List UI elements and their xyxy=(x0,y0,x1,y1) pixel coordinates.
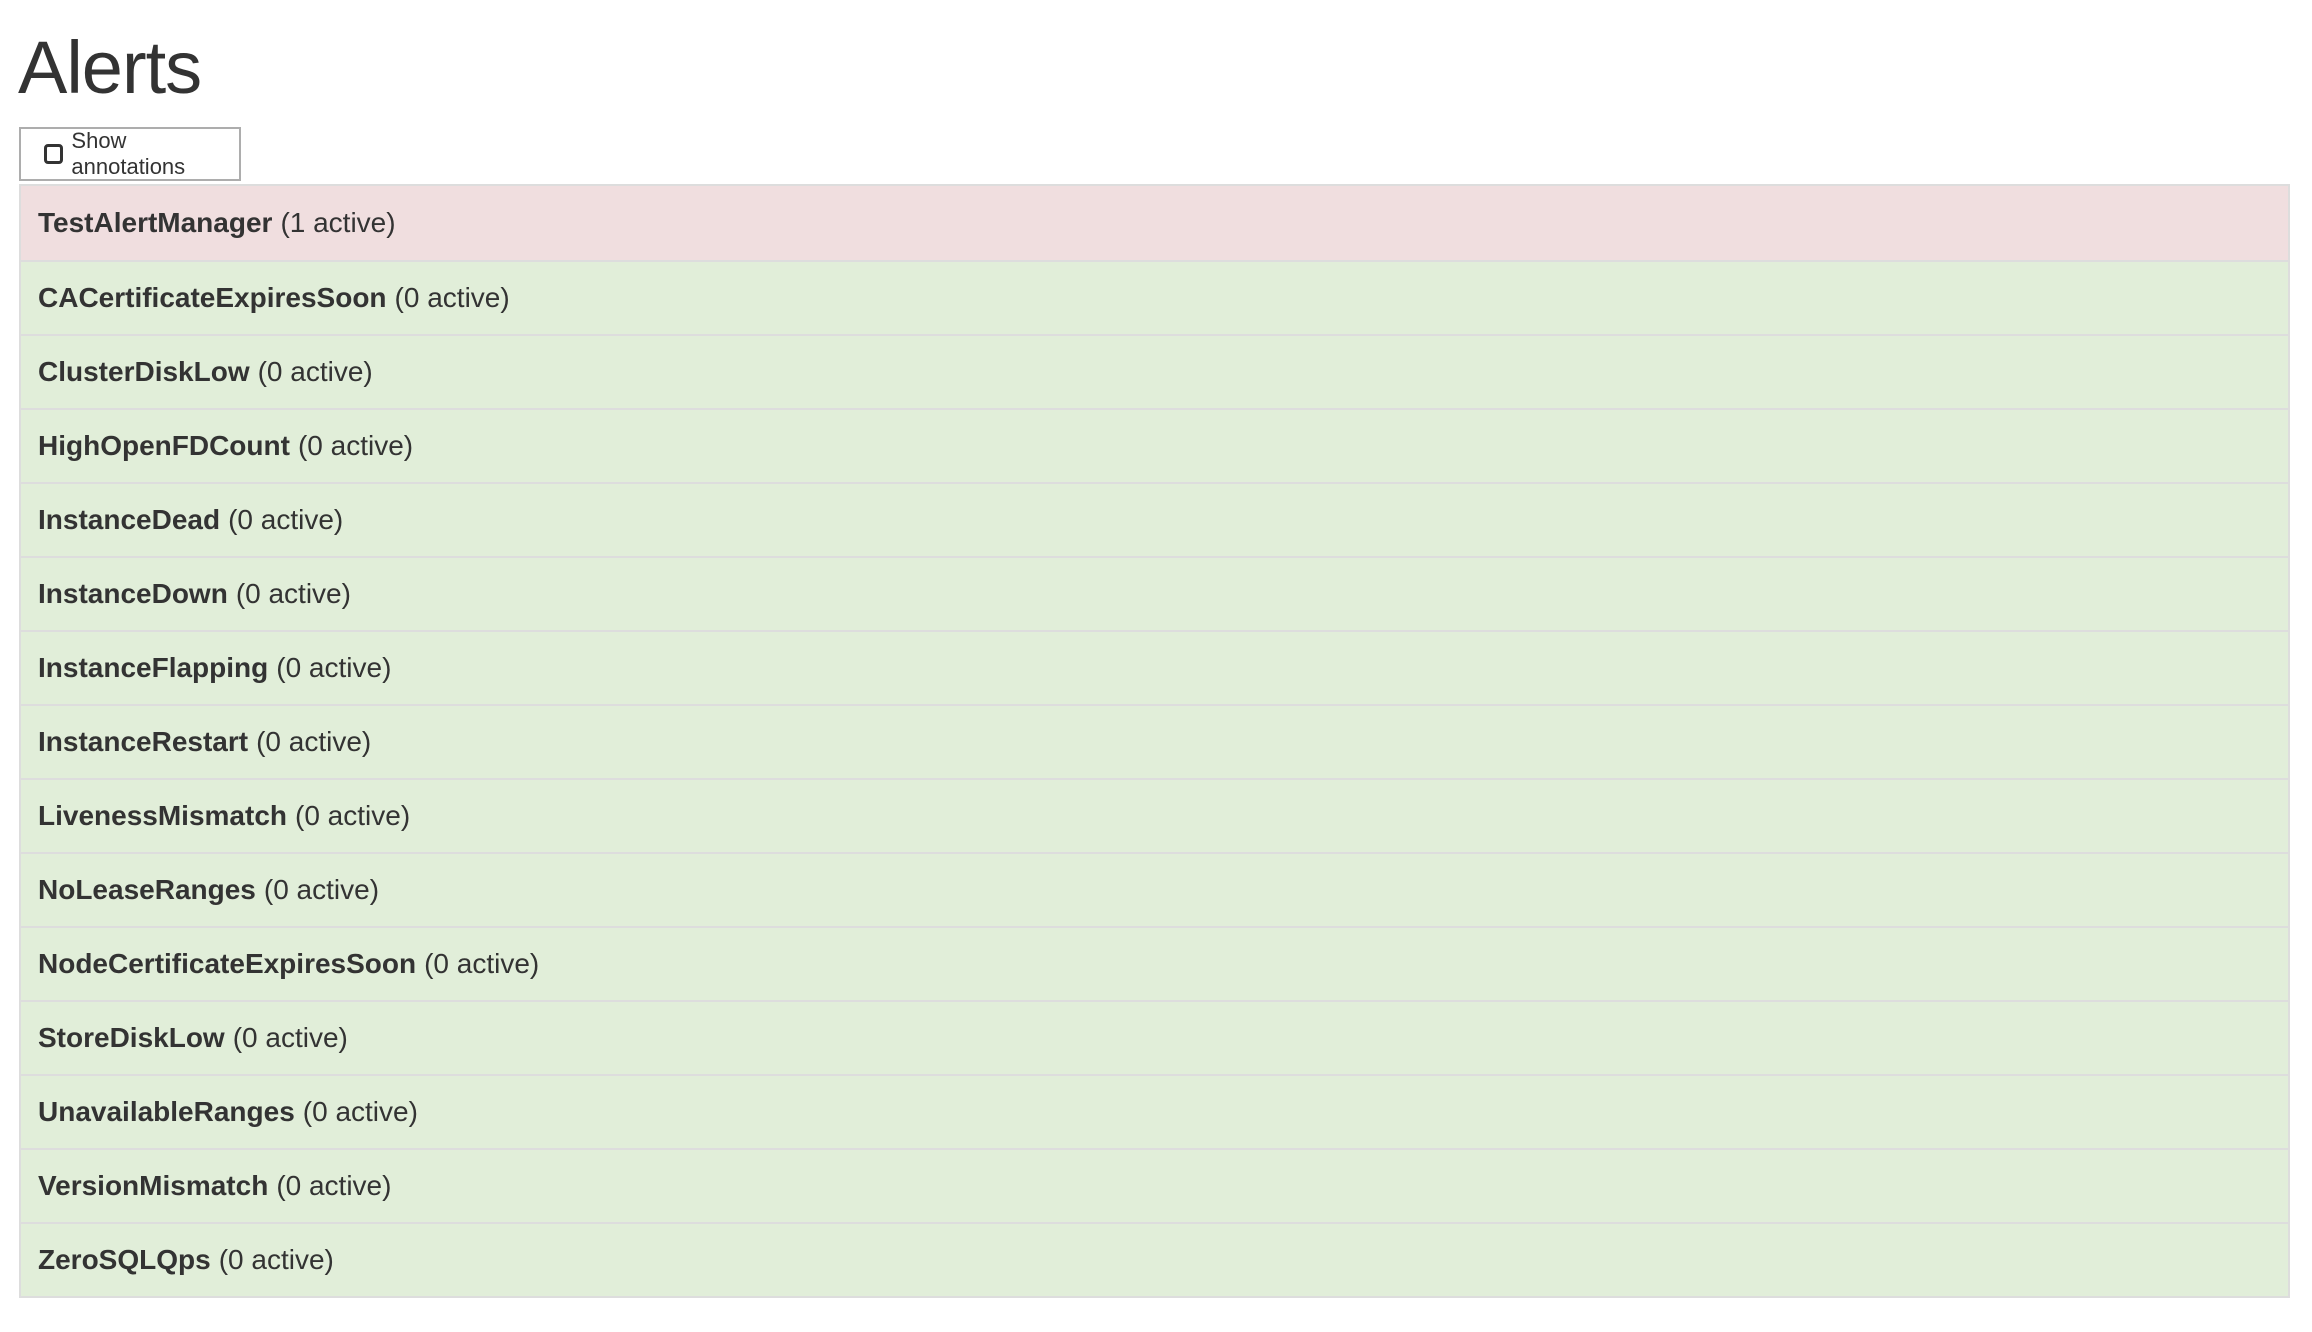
alert-active-count: (0 active) xyxy=(256,726,372,757)
alert-list: TestAlertManager (1 active) CACertificateE… xyxy=(19,184,2290,1298)
alert-name: InstanceRestart xyxy=(38,726,249,757)
alert-active-count: (0 active) xyxy=(295,800,411,831)
show-annotations-label: Show annotations xyxy=(71,128,186,179)
alert-active-count: (0 active) xyxy=(276,1170,392,1201)
alert-name: NodeCertificateExpiresSoon xyxy=(38,948,417,979)
alert-name: CACertificateExpiresSoon xyxy=(38,282,387,313)
alert-row[interactable]: InstanceDead (0 active) xyxy=(21,482,2288,556)
alert-name: InstanceFlapping xyxy=(38,652,269,683)
alert-active-count: (0 active) xyxy=(424,948,540,979)
alert-row[interactable]: ZeroSQLQps (0 active) xyxy=(21,1222,2288,1296)
alert-row[interactable]: TestAlertManager (1 active) xyxy=(21,186,2288,260)
alert-row[interactable]: HighOpenFDCount (0 active) xyxy=(21,408,2288,482)
alert-active-count: (0 active) xyxy=(228,504,344,535)
page-title: Alerts xyxy=(18,26,202,109)
alert-active-count: (0 active) xyxy=(297,430,414,461)
alert-row[interactable]: LivenessMismatch (0 active) xyxy=(21,778,2288,852)
alert-row[interactable]: StoreDiskLow (0 active) xyxy=(21,1000,2288,1074)
alert-name: VersionMismatch xyxy=(38,1170,269,1201)
checkbox-icon[interactable] xyxy=(44,144,64,164)
alert-name: InstanceDead xyxy=(38,504,221,535)
alert-row[interactable]: ClusterDiskLow (0 active) xyxy=(21,334,2288,408)
alert-active-count: (0 active) xyxy=(257,356,373,387)
alert-name: ZeroSQLQps xyxy=(38,1244,211,1275)
alert-row[interactable]: InstanceRestart (0 active) xyxy=(21,704,2288,778)
alert-active-count: (0 active) xyxy=(235,578,351,609)
alert-active-count: (0 active) xyxy=(232,1022,348,1053)
alert-name: ClusterDiskLow xyxy=(38,356,250,387)
alert-active-count: (1 active) xyxy=(280,207,396,238)
alert-name: InstanceDown xyxy=(38,578,228,609)
alert-name: NoLeaseRanges xyxy=(38,874,256,905)
alert-row[interactable]: InstanceFlapping (0 active) xyxy=(21,630,2288,704)
alert-row[interactable]: InstanceDown (0 active) xyxy=(21,556,2288,630)
alert-active-count: (0 active) xyxy=(263,874,380,905)
alert-active-count: (0 active) xyxy=(276,652,392,683)
alert-active-count: (0 active) xyxy=(218,1244,334,1275)
alert-name: LivenessMismatch xyxy=(38,800,287,831)
alert-name: StoreDiskLow xyxy=(38,1022,225,1053)
alert-row[interactable]: NodeCertificateExpiresSoon (0 active) xyxy=(21,926,2288,1000)
alert-row[interactable]: CACertificateExpiresSoon (0 active) xyxy=(21,260,2288,334)
alert-row[interactable]: VersionMismatch (0 active) xyxy=(21,1148,2288,1222)
alert-active-count: (0 active) xyxy=(302,1096,418,1127)
alert-row[interactable]: NoLeaseRanges (0 active) xyxy=(21,852,2288,926)
alert-active-count: (0 active) xyxy=(394,282,510,313)
show-annotations-toggle[interactable]: Show annotations xyxy=(19,127,241,181)
alert-name: UnavailableRanges xyxy=(38,1096,295,1127)
alert-name: TestAlertManager xyxy=(38,207,273,238)
alert-name: HighOpenFDCount xyxy=(38,430,290,461)
alert-row[interactable]: UnavailableRanges (0 active) xyxy=(21,1074,2288,1148)
